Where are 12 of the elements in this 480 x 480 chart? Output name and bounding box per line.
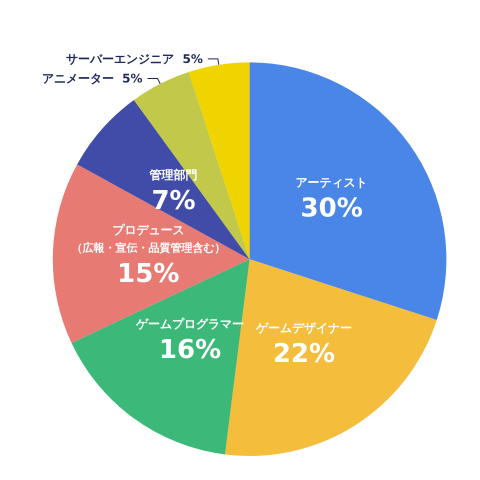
slice-label: ゲームデザイナー bbox=[254, 320, 352, 335]
slice-label: サーバーエンジニア bbox=[66, 52, 174, 66]
data-label: 5% bbox=[122, 72, 143, 86]
data-label: 22% bbox=[272, 338, 336, 369]
data-label: 5% bbox=[182, 52, 203, 66]
slice-label: アニメーター bbox=[42, 72, 114, 86]
slice-label: プロデュース（広報・宣伝・品質管理含む） bbox=[71, 223, 226, 255]
data-label: 30% bbox=[300, 194, 363, 224]
data-label: 16% bbox=[158, 335, 222, 366]
data-label: 7% bbox=[151, 186, 196, 216]
data-label: 15% bbox=[117, 259, 180, 290]
slice-label: アーティスト bbox=[296, 176, 368, 190]
